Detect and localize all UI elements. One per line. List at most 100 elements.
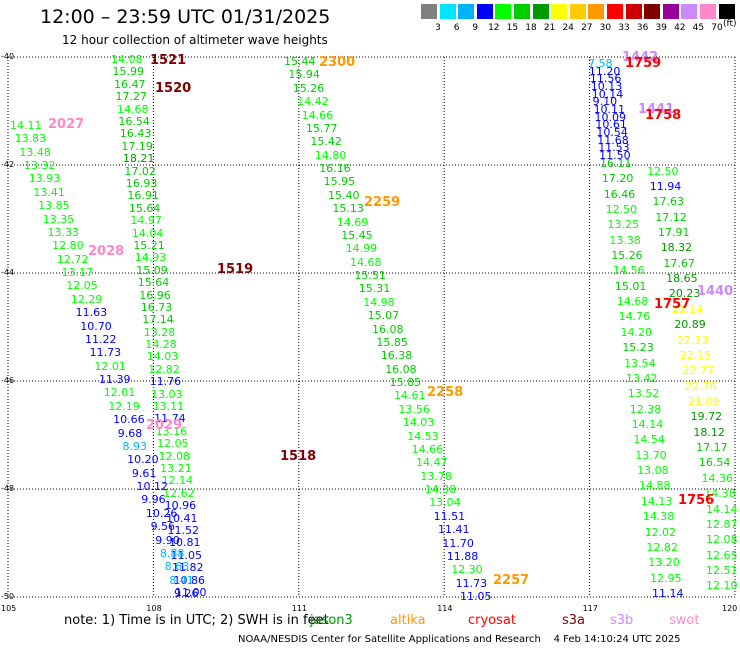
wave-height-value: 10.20 [127,453,159,467]
wave-height-value: 9.96 [141,493,166,507]
scale-swatch [607,4,623,19]
wave-height-value: 11.39 [99,373,131,387]
legend-item: jason3 [310,613,353,628]
wave-height-value: 15.85 [389,376,422,389]
wave-height-value: 11.53 [598,141,630,155]
scale-label: 12 [488,23,500,33]
wave-height-value: 16.38 [380,349,413,363]
wave-height-value: 13.03 [151,387,183,401]
scale-swatch [495,4,512,19]
wave-height-value: 12.38 [629,402,662,416]
wave-height-value: 11.50 [599,149,631,163]
wave-height-value: 12.51 [706,563,738,577]
wave-height-value: 13.04 [429,496,461,510]
wave-height-value: 15.09 [136,263,168,277]
wave-height-value: 20.89 [674,318,706,332]
wave-height-value: 7.58 [588,57,613,70]
wave-height-value: 10.09 [594,110,626,124]
legend-item: swot [669,613,700,628]
wave-height-value: 14.97 [130,214,162,228]
scale-label: 18 [525,23,537,33]
wave-height-value: 13.17 [61,266,94,280]
pass-label: 1441 [638,102,675,117]
wave-height-value: 17.02 [124,164,156,178]
wave-height-value: 16.11 [600,156,632,170]
wave-height-value: 14.38 [424,483,457,496]
scale-label: 45 [692,23,705,33]
credit-text: NOAA/NESDIS Center for Satellite Applica… [238,634,541,645]
wave-height-value: 10.70 [80,319,112,333]
wave-height-value: 14.03 [146,350,179,364]
wave-height-value: 16.73 [140,300,173,314]
scale-label: 36 [636,23,649,33]
wave-height-value: 13.38 [609,233,641,247]
wave-height-value: 15.85 [376,335,408,349]
wave-height-value: 16.08 [385,362,417,376]
wave-height-value: 13.11 [152,400,185,414]
lat-label: -44 [1,268,15,277]
wave-height-value: 15.01 [614,279,647,293]
pass-label: 2029 [146,418,183,433]
scale-label: 27 [581,23,593,33]
wave-height-value: 15.21 [133,238,165,252]
wave-height-value: 22.13 [677,333,709,347]
scale-label: 33 [618,23,630,33]
wave-height-value: 12.95 [650,571,682,585]
wave-height-value: 14.61 [394,389,426,403]
scale-swatch [476,4,493,19]
wave-height-value: 8.88 [159,546,185,560]
wave-height-value: 17.14 [142,313,174,327]
scale-swatch [458,4,475,19]
wave-height-value: 14.76 [618,310,651,324]
wave-height-value: 15.40 [328,188,360,202]
wave-height-value: 12.87 [706,517,738,531]
wave-height-value: 12.05 [157,437,189,451]
wave-height-value: 15.26 [292,81,325,95]
wave-height-value: 8.63 [164,560,190,574]
lat-label: -42 [1,160,15,169]
footer-note: note: 1) Time is in UTC; 2) SWH is in fe… [64,613,329,628]
wave-height-value: 16.54 [698,456,731,470]
legend-item: cryosat [468,613,516,628]
scale-label: 70 [711,23,723,33]
wave-height-value: 9.90 [155,533,180,547]
scale-swatch [514,4,530,19]
pass-label: 1519 [217,262,254,277]
wave-height-value: 12.05 [66,279,98,293]
wave-height-value: 10.11 [593,103,626,117]
wave-height-value: 15.99 [112,65,144,79]
pass-label: 2027 [48,117,85,132]
wave-height-value: 17.63 [652,195,685,209]
wave-height-value: 11.22 [84,332,117,346]
wave-height-value: 14.08 [111,53,143,66]
wave-height-value: 20.23 [668,287,701,301]
wave-height-value: 15.26 [611,249,643,263]
lon-label: 105 [1,604,17,613]
pass-label: 2258 [427,385,464,400]
wave-height-value: 13.33 [47,225,79,239]
wave-height-value: 11.56 [589,72,622,86]
scale-label: 30 [599,23,612,33]
wave-height-value: 13.78 [420,469,452,483]
lon-label: 108 [146,604,162,613]
wave-height-value: 12.19 [108,399,140,413]
wave-height-value: 14.04 [131,226,164,240]
wave-height-value: 13.08 [637,464,669,478]
wave-height-value: 14.69 [336,215,369,229]
page-subtitle: 12 hour collection of altimeter wave hei… [62,33,328,47]
wave-height-value: 16.91 [127,189,159,203]
wave-height-value: 17.19 [121,139,153,153]
wave-height-value: 13.83 [14,132,47,146]
wave-height-value: 15.45 [341,228,373,242]
wave-height-value: 14.36 [701,471,734,485]
wave-height-value: 11.05 [170,548,203,562]
scale-swatch [681,4,698,19]
wave-height-value: 12.14 [161,474,194,488]
wave-height-value: 14.68 [116,102,149,116]
lon-label: 117 [582,604,598,613]
legend-item: s3a [562,613,586,628]
wave-height-value: 10.61 [595,118,627,132]
pass-label: 1756 [678,493,715,508]
wave-height-value: 13.93 [28,172,61,186]
